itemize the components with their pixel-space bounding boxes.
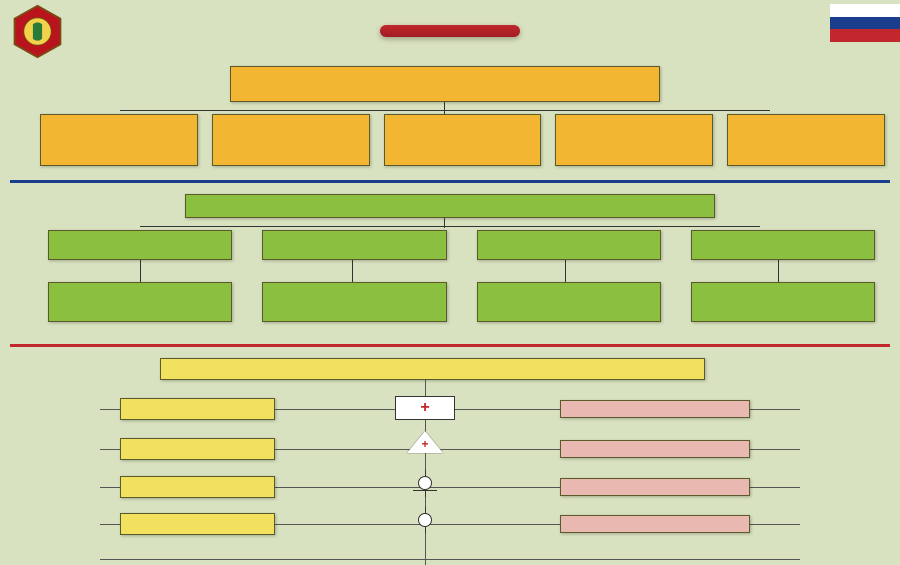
unit-row [120, 438, 275, 460]
l3-box [384, 114, 542, 166]
level-3-header [230, 66, 660, 102]
connector [120, 110, 770, 111]
unit-row [120, 476, 275, 498]
emblem-icon [10, 4, 65, 59]
row-line [100, 559, 800, 560]
divider-blue [10, 180, 890, 183]
level-2-header [185, 194, 715, 218]
level-2-label [2, 227, 22, 357]
med-symbol-company: + [380, 396, 470, 420]
l2-district [691, 230, 875, 260]
med-symbol-platoon: + [380, 431, 470, 453]
connector [444, 102, 445, 114]
l2-count [262, 282, 446, 322]
l2-district [48, 230, 232, 260]
l2-count [691, 282, 875, 322]
l2-district [477, 230, 661, 260]
slide: + + [0, 0, 900, 565]
med-row [560, 515, 750, 533]
connector [565, 260, 566, 282]
l1-med [560, 440, 750, 458]
l3-box [555, 114, 713, 166]
connector [352, 260, 353, 282]
l1-unit [120, 398, 275, 420]
l1-unit [120, 476, 275, 498]
level-2-counts [48, 282, 875, 322]
l2-count [477, 282, 661, 322]
med-symbol-feldsher [380, 470, 470, 497]
l1-med [560, 400, 750, 418]
med-row [560, 440, 750, 458]
l1-med [560, 478, 750, 496]
l2-district [262, 230, 446, 260]
unit-row [120, 513, 275, 535]
connector [140, 260, 141, 282]
level-1-label [2, 392, 22, 542]
l3-box [727, 114, 885, 166]
level-2-districts [48, 230, 875, 260]
slide-body: + + [0, 62, 900, 565]
l2-count [48, 282, 232, 322]
flag-icon [830, 4, 900, 42]
connector [140, 226, 760, 227]
l1-med [560, 515, 750, 533]
level-1-header [160, 358, 705, 380]
level-3-row [40, 114, 885, 166]
l1-unit [120, 438, 275, 460]
l3-box [212, 114, 370, 166]
divider-red [10, 344, 890, 347]
l1-unit [120, 513, 275, 535]
med-row [560, 400, 750, 418]
unit-row [120, 398, 275, 420]
med-symbol-rifleman [380, 507, 470, 533]
med-row [560, 478, 750, 496]
l3-box [40, 114, 198, 166]
slide-header [0, 0, 900, 62]
connector [778, 260, 779, 282]
title-banner [380, 25, 520, 37]
